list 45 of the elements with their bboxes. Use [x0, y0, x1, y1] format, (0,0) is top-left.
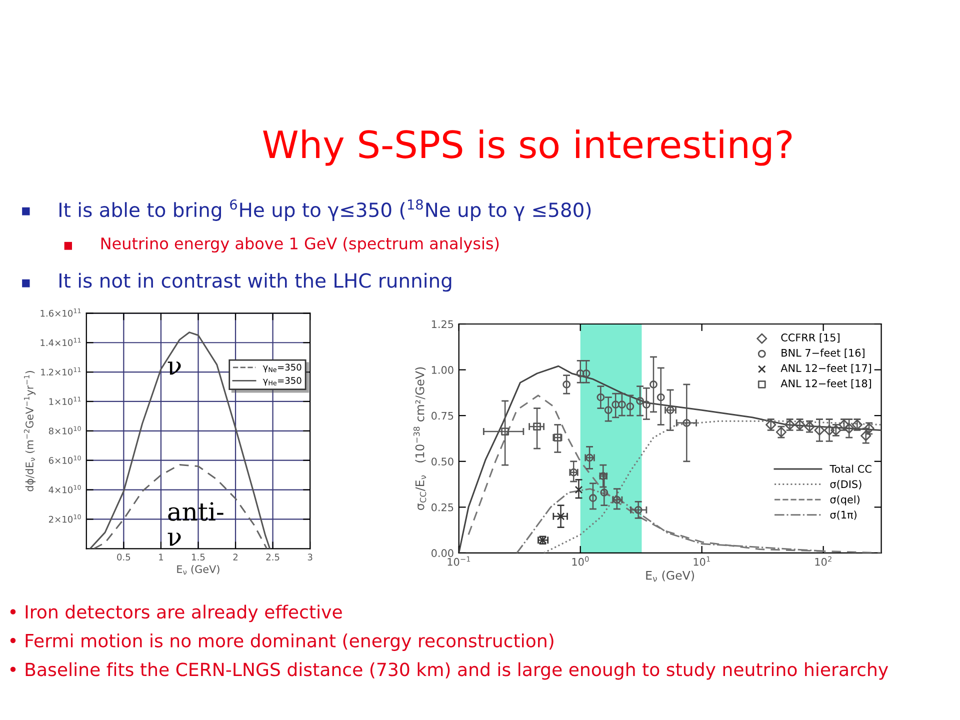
legend-label: BNL 7−feet [16] [782, 348, 864, 358]
text: • Fermi motion is no more dominant (energy reconstruction) [10, 634, 554, 651]
x-axis-title: E$_{ν}$ (GeV) [646, 570, 694, 582]
y-tick-label: 6×10$^{10}$ [48, 456, 81, 464]
y-tick-label: 1.25 [432, 320, 454, 328]
y-tick-label: 1.2×10$^{11}$ [41, 367, 81, 376]
x-tick-label: 10$^{2}$ [815, 556, 832, 566]
x-tick-label: 3 [308, 554, 312, 560]
y-tick-label: 0.75 [432, 412, 454, 420]
legend-label: ANL 12−feet [18] [780, 379, 872, 389]
text: It is able to bring $^{6}$He up to γ≤350 ($^{18}$Ne up to γ ≤580) [60, 199, 591, 221]
x-tick-label: 1 [159, 554, 163, 560]
y-tick-label: 8×10$^{10}$ [48, 426, 81, 434]
text: dϕ/dE$_{ν}$ (m$^{−2}$GeV$^{−1}$yr$^{−1}$) [24, 371, 36, 492]
y-tick-label: 0.00 [432, 549, 454, 558]
x-axis-title: E$_{ν}$ (GeV) [177, 565, 220, 575]
x-tick-label: 2 [233, 554, 238, 560]
text: • Iron detectors are already effective [10, 604, 342, 622]
y-tick-label: 4×10$^{10}$ [48, 484, 81, 494]
x-tick-label: 10$^{0}$ [572, 556, 589, 566]
y-tick-label: 1.4×10$^{11}$ [40, 338, 81, 346]
x-tick-label: 10$^{−1}$ [448, 556, 470, 566]
text: • Baseline fits the CERN-LNGS distance (730 km) and is large enough to study neutrino hierarchy [10, 662, 888, 680]
legend-label: γ$_{Ne}$=350 [262, 364, 302, 372]
text: It is not in contrast with the LHC running [60, 272, 452, 292]
y-tick-label: 0.50 [432, 458, 454, 466]
y-tick-label: 1.00 [432, 366, 454, 374]
legend-label: σ(qel) [830, 495, 860, 506]
y-tick-label: 1×10$^{11}$ [49, 396, 81, 405]
legend-label: Total CC [830, 464, 872, 473]
x-tick-label: 1.5 [192, 554, 205, 560]
x-tick-label: 2.5 [266, 554, 280, 560]
text: Why S-SPS is so interesting? [263, 129, 792, 166]
y-tick-label: 0.25 [432, 503, 454, 512]
legend-label: σ(1π) [830, 510, 856, 520]
y-tick-label: 2×10$^{10}$ [48, 514, 81, 523]
legend-label: γ$_{He}$=350 [262, 377, 302, 386]
x-tick-label: 0.5 [117, 554, 130, 560]
text: Neutrino energy above 1 GeV (spectrum analysis) [101, 237, 499, 253]
text: σ$_{CC}$/E$_{ν}$ (10$^{−38}$ cm²/GeV) [413, 367, 426, 510]
y-tick-label: 1.6×10$^{11}$ [40, 308, 81, 317]
legend-label: ANL 12−feet [17] [780, 364, 872, 374]
legend-label: σ(DIS) [830, 480, 862, 490]
x-tick-label: 10$^{1}$ [694, 556, 710, 566]
legend-label: CCFRR [15] [781, 333, 840, 343]
